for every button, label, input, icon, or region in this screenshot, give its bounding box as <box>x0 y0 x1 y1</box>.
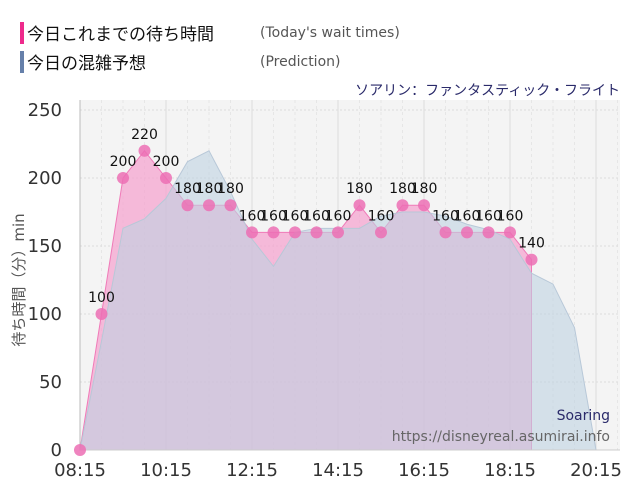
data-label: 160 <box>260 208 287 224</box>
data-point <box>332 226 344 239</box>
x-tick-label: 12:15 <box>226 460 278 481</box>
data-label: 180 <box>411 181 438 197</box>
data-label: 180 <box>196 181 223 197</box>
data-point <box>267 226 280 239</box>
data-point <box>160 172 172 184</box>
y-axis-title: 待ち時間（分）min <box>10 213 28 346</box>
y-tick-label: 200 <box>28 168 62 189</box>
data-label: 140 <box>518 236 545 252</box>
data-label: 200 <box>110 154 137 170</box>
data-label: 100 <box>88 290 115 306</box>
data-point <box>289 226 301 239</box>
y-tick-label: 150 <box>28 236 62 257</box>
data-label: 180 <box>174 181 201 197</box>
data-point <box>418 199 430 212</box>
series-prediction-area <box>79 150 618 451</box>
data-label: 160 <box>282 208 309 224</box>
data-label: 180 <box>217 181 244 197</box>
attraction-title: ソアリン：ファンタスティック・フライト <box>355 83 620 99</box>
data-label: 160 <box>325 208 352 224</box>
legend-item-today: 今日これまでの待ち時間 (Today's wait times) <box>20 20 400 45</box>
data-label: 160 <box>475 208 502 224</box>
data-point <box>181 199 194 212</box>
data-label: 180 <box>389 181 416 197</box>
data-label: 160 <box>239 208 266 224</box>
y-tick-label: 250 <box>28 100 62 121</box>
legend-label-prediction: 今日の混雑予想 <box>27 54 146 74</box>
data-point <box>310 226 323 239</box>
x-tick-label: 10:15 <box>140 460 192 481</box>
legend-en-today: (Today's wait times) <box>260 24 400 41</box>
data-point <box>74 444 86 456</box>
x-tick-label: 08:15 <box>54 460 106 481</box>
y-tick-label: 100 <box>28 304 62 325</box>
data-point <box>353 199 366 212</box>
data-point <box>203 199 215 212</box>
data-point <box>95 308 108 320</box>
data-point <box>396 199 409 212</box>
legend-item-prediction: 今日の混雑予想 (Prediction) <box>20 49 340 74</box>
data-label: 220 <box>131 127 158 143</box>
data-point <box>461 226 473 239</box>
data-point <box>525 253 538 266</box>
legend-swatch-today <box>20 21 24 44</box>
data-point <box>504 226 516 239</box>
data-label: 180 <box>346 181 373 197</box>
x-tick-label: 14:15 <box>312 460 364 481</box>
watermark-url: https://disneyreal.asumirai.info <box>392 429 610 445</box>
data-point <box>117 172 129 184</box>
data-label: 160 <box>497 208 524 224</box>
legend-label-today: 今日これまでの待ち時間 <box>27 25 214 45</box>
data-label: 200 <box>153 154 180 170</box>
y-tick-label: 50 <box>39 372 62 393</box>
data-point <box>224 199 237 212</box>
data-label: 160 <box>432 208 459 224</box>
data-point <box>138 144 151 157</box>
data-label: 160 <box>368 208 395 224</box>
data-label: 160 <box>454 208 481 224</box>
x-tick-label: 18:15 <box>484 460 536 481</box>
watermark-name: Soaring <box>557 408 610 424</box>
x-tick-label: 16:15 <box>398 460 450 481</box>
y-tick-label: 0 <box>51 440 62 461</box>
x-tick-label: 20:15 <box>570 460 622 481</box>
legend-swatch-prediction <box>20 50 24 73</box>
legend-en-prediction: (Prediction) <box>260 53 341 70</box>
data-point <box>482 226 495 239</box>
data-label: 160 <box>303 208 330 224</box>
data-point <box>246 226 258 239</box>
data-point <box>375 226 387 239</box>
data-point <box>439 226 452 239</box>
